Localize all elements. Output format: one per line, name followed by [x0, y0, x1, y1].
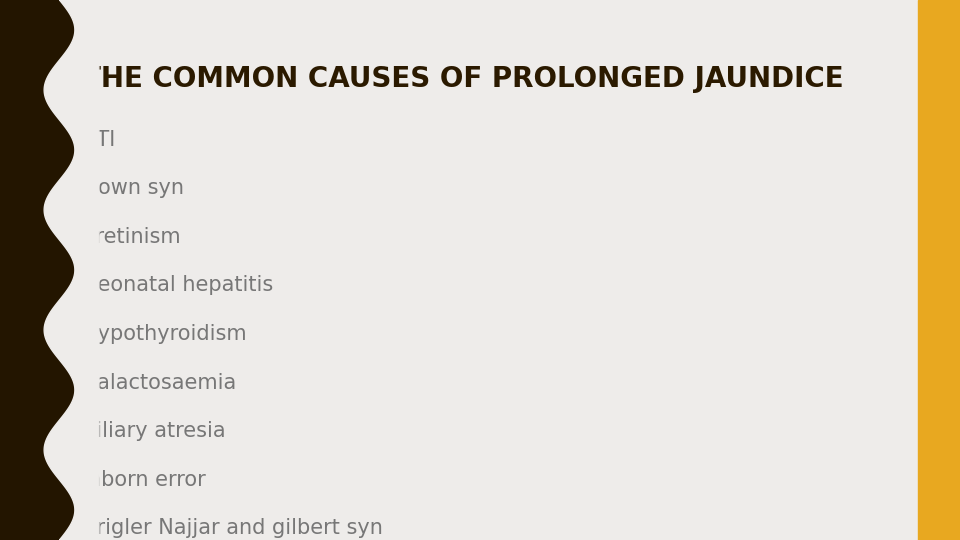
Bar [0, 0, 89, 540]
Text: THE COMMON CAUSES OF PROLONGED JAUNDICE: THE COMMON CAUSES OF PROLONGED JAUNDICE [82, 65, 843, 93]
Text: Biliary atresia: Biliary atresia [82, 421, 226, 441]
Text: Cretinism: Cretinism [82, 227, 181, 247]
Text: Hypothyroidism: Hypothyroidism [82, 324, 246, 344]
Text: UTI: UTI [82, 130, 116, 150]
Text: Inborn error: Inborn error [82, 470, 205, 490]
Polygon shape [0, 0, 75, 540]
Polygon shape [44, 0, 99, 540]
Text: Neonatal hepatitis: Neonatal hepatitis [82, 275, 273, 295]
Text: Down syn: Down syn [82, 178, 183, 198]
Text: Crigler Najjar and gilbert syn: Crigler Najjar and gilbert syn [82, 518, 382, 538]
Text: Galactosaemia: Galactosaemia [82, 373, 237, 393]
Bar [918, 0, 960, 540]
